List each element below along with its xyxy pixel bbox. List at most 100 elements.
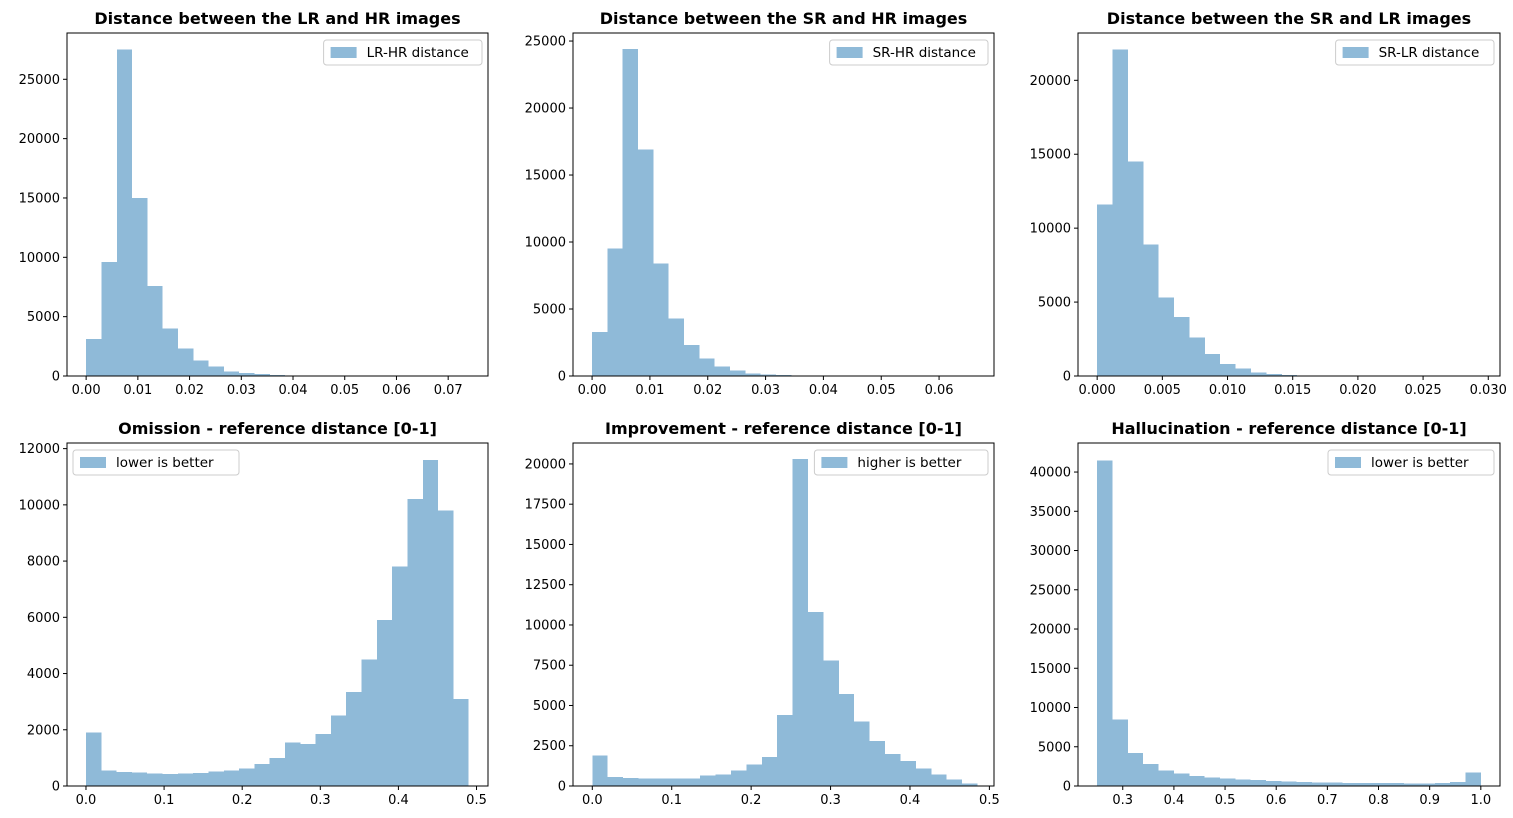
histogram-bar xyxy=(900,761,916,786)
legend: higher is better xyxy=(813,449,989,476)
histogram-bar xyxy=(777,715,793,786)
y-tick-label: 0 xyxy=(1063,780,1071,795)
y-tick-label: 0 xyxy=(1063,370,1071,385)
legend-box xyxy=(1327,449,1495,476)
x-tick-label: 0.000 xyxy=(1079,383,1116,398)
x-tick-label: 0.3 xyxy=(1112,793,1133,808)
histogram-bar xyxy=(162,773,178,786)
x-tick-label: 0.005 xyxy=(1144,383,1181,398)
histogram-bar xyxy=(730,770,747,786)
histogram-bar xyxy=(931,774,947,786)
histogram-bar xyxy=(607,248,623,376)
y-tick-label: 5000 xyxy=(533,699,566,714)
x-tick-label: 0.05 xyxy=(330,383,359,398)
y-tick-label: 6000 xyxy=(27,611,60,626)
y-tick-label: 20000 xyxy=(1030,74,1071,89)
axes-frame xyxy=(572,32,995,377)
y-tick-label: 10000 xyxy=(1030,222,1071,237)
histogram-bar xyxy=(239,373,255,376)
histogram-bar xyxy=(915,768,932,786)
y-tick-label: 0 xyxy=(52,370,60,385)
histogram-panel-5: 0.0 0.1 0.2 0.3 0.4 0.5 0 2500 5000 7500 10000 1250… xyxy=(525,419,1000,808)
histogram-bar xyxy=(132,197,148,376)
histogram-bar xyxy=(208,771,224,786)
histogram-bar xyxy=(592,331,608,376)
histogram-bar xyxy=(1219,778,1236,786)
y-tick-label: 20000 xyxy=(525,457,566,472)
histogram-bar xyxy=(746,764,762,786)
histogram-bar xyxy=(223,371,240,376)
axes-frame xyxy=(572,442,995,787)
y-tick-label: 0 xyxy=(558,370,566,385)
histogram-bar xyxy=(808,612,824,786)
axes-frame xyxy=(66,442,489,787)
y-tick-label: 4000 xyxy=(27,667,60,682)
histogram-bar xyxy=(653,778,670,786)
legend-swatch xyxy=(821,457,848,468)
y-tick-label: 10000 xyxy=(1030,701,1071,716)
histogram-bar xyxy=(1404,783,1420,786)
histogram-bar xyxy=(1281,374,1298,376)
histogram-bar xyxy=(85,732,102,786)
histogram-bar xyxy=(715,774,731,786)
histogram-bar xyxy=(962,783,978,786)
histogram-bar xyxy=(854,721,870,786)
y-tick-label: 0 xyxy=(558,780,566,795)
histogram-bar xyxy=(177,348,194,376)
y-tick-label: 15000 xyxy=(19,191,60,206)
axes-frame xyxy=(1077,32,1501,377)
histogram-bar xyxy=(1358,783,1374,786)
histogram-bar xyxy=(1097,460,1113,786)
histogram-bar xyxy=(1097,204,1113,376)
histogram-bar xyxy=(1127,753,1144,786)
histogram-bar xyxy=(638,149,654,376)
axes-frame xyxy=(1077,442,1501,787)
histogram-bar xyxy=(946,779,963,786)
histogram-bar xyxy=(361,659,377,786)
x-tick-label: 0.03 xyxy=(751,383,780,398)
y-tick-label: 5000 xyxy=(1038,740,1071,755)
y-tick-label: 20000 xyxy=(1030,623,1071,638)
x-tick-label: 0.0 xyxy=(76,793,97,808)
histogram-bar xyxy=(669,778,685,786)
x-tick-label: 0.9 xyxy=(1419,793,1440,808)
legend: lower is better xyxy=(1327,449,1495,476)
histogram-bar xyxy=(760,374,776,376)
histogram-bar xyxy=(101,770,117,786)
histogram-bar xyxy=(177,773,194,786)
x-tick-label: 0.02 xyxy=(693,383,722,398)
histogram-bar xyxy=(1419,783,1435,786)
legend-label: lower is better xyxy=(116,455,214,471)
histogram-bar xyxy=(1112,49,1128,376)
chart-title: Omission - reference distance [0-1] xyxy=(118,419,437,438)
histogram-bar xyxy=(1143,244,1159,376)
y-tick-label: 25000 xyxy=(1030,583,1071,598)
histogram-bar xyxy=(193,773,209,786)
y-tick-label: 15000 xyxy=(525,169,566,184)
y-tick-label: 2500 xyxy=(533,739,566,754)
histogram-bar xyxy=(592,755,608,786)
x-tick-label: 0.06 xyxy=(382,383,411,398)
histogram-bar xyxy=(1220,364,1236,376)
histogram-bar xyxy=(223,770,240,786)
legend-swatch xyxy=(1342,47,1369,58)
y-tick-label: 5000 xyxy=(1038,296,1071,311)
histogram-bar xyxy=(208,366,224,376)
histogram-bar xyxy=(699,358,715,376)
legend-box xyxy=(72,449,240,476)
legend-box xyxy=(1335,39,1495,66)
histogram-bar xyxy=(254,374,270,376)
histogram-bar xyxy=(1204,777,1220,786)
histogram-panel-1: 0.00 0.01 0.02 0.03 0.04 0.05 0.06 0.07 0 5000 100… xyxy=(19,9,489,398)
x-tick-label: 0.5 xyxy=(1215,793,1236,808)
histogram-bar xyxy=(269,757,285,786)
histogram-bar xyxy=(1342,782,1359,786)
y-tick-label: 20000 xyxy=(525,102,566,117)
legend-box xyxy=(829,39,989,66)
x-tick-label: 0.4 xyxy=(388,793,409,808)
histogram-bar xyxy=(315,733,331,786)
x-tick-label: 0.5 xyxy=(979,793,1000,808)
x-tick-label: 0.2 xyxy=(232,793,253,808)
x-tick-label: 0.3 xyxy=(820,793,841,808)
legend-label: lower is better xyxy=(1371,455,1469,471)
